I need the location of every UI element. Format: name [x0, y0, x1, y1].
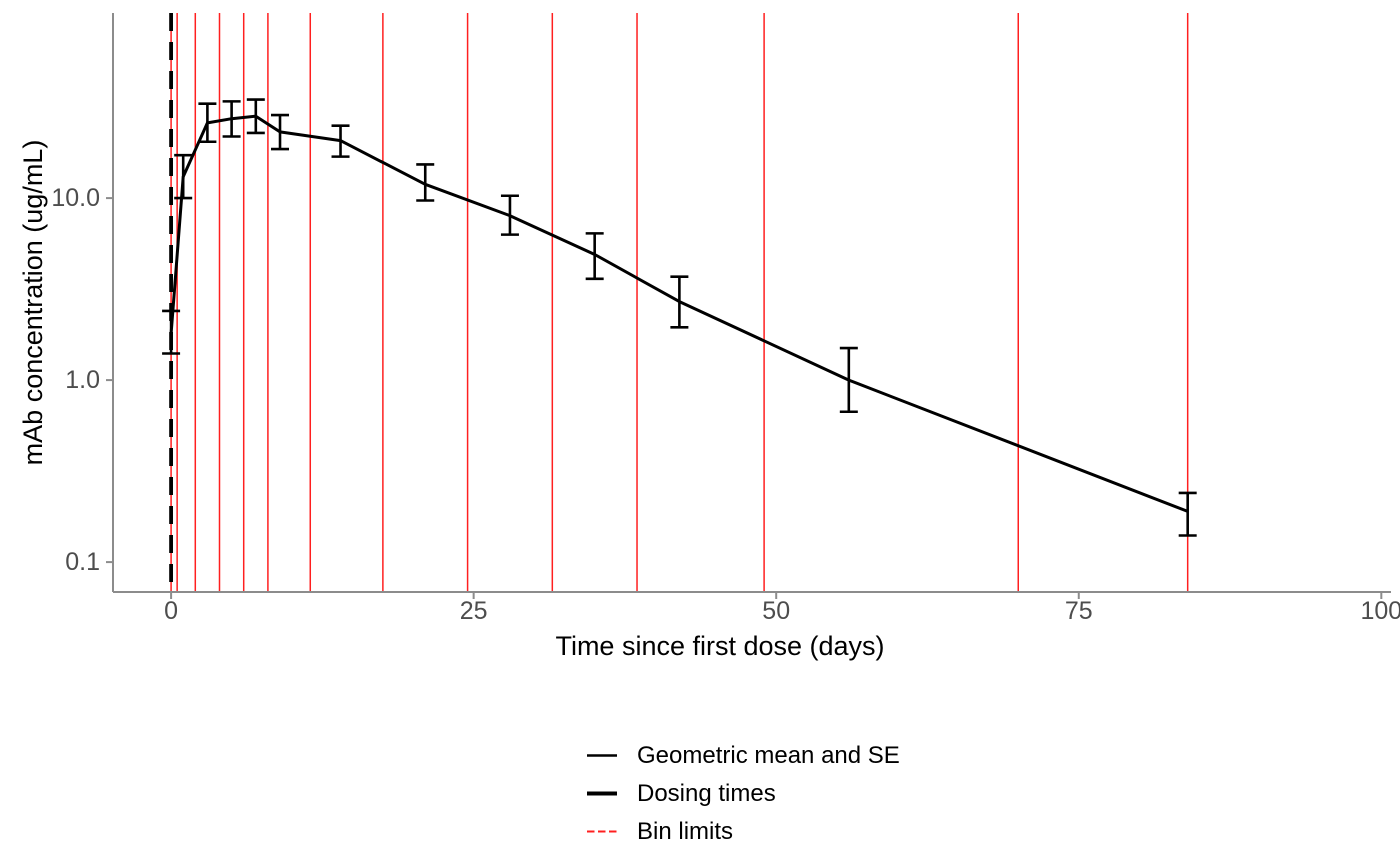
x-tick-label: 75: [1065, 597, 1093, 625]
x-tick-label: 0: [164, 597, 178, 625]
legend-item-geometric-mean: Geometric mean and SE: [587, 741, 900, 770]
y-tick-label: 10.0: [51, 184, 100, 212]
legend-item-bin-limits: Bin limits: [587, 817, 900, 846]
bin-limits-line-icon: [587, 830, 617, 833]
geometric-mean-line-icon: [587, 754, 617, 757]
legend-item-dosing-times: Dosing times: [587, 779, 900, 808]
y-axis-title: mAb concentration (ug/mL): [18, 140, 48, 466]
pk-chart-canvas: 0 25 50 75 100 0.1 1.0 10.0 Time since first dos…: [18, 13, 1400, 661]
geometric-mean-line: [169, 114, 1189, 513]
x-tick-label: 100: [1360, 597, 1400, 625]
legend-label-bin-limits: Bin limits: [637, 818, 734, 845]
legend-label-geometric-mean: Geometric mean and SE: [637, 742, 900, 769]
x-axis-title: Time since first dose (days): [555, 631, 884, 661]
y-tick-label: 0.1: [65, 548, 100, 576]
dosing-times-line-icon: [587, 791, 617, 796]
x-tick-label: 50: [762, 597, 790, 625]
legend-label-dosing-times: Dosing times: [637, 780, 776, 807]
chart-legend: Geometric mean and SE Dosing times Bin l…: [587, 741, 900, 846]
y-tick-label: 1.0: [65, 366, 100, 394]
x-tick-label: 25: [460, 597, 488, 625]
